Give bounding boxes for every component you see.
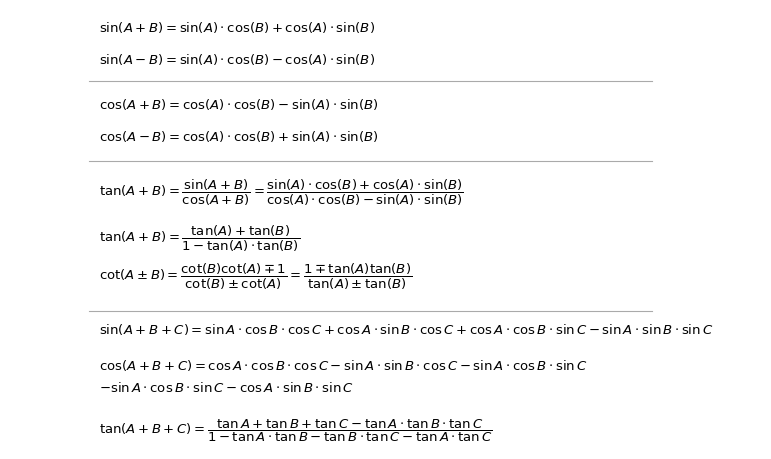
Text: $\tan(A+B) = \dfrac{\sin(A+B)}{\cos(A+B)} = \dfrac{\sin(A)\cdot\cos(B)+\cos(A)\c: $\tan(A+B) = \dfrac{\sin(A+B)}{\cos(A+B)… xyxy=(99,178,463,208)
Text: $\cos(A+B) = \cos(A)\cdot\cos(B)-\sin(A)\cdot\sin(B)$: $\cos(A+B) = \cos(A)\cdot\cos(B)-\sin(A)… xyxy=(99,97,378,112)
Text: $\cot(A\pm B) = \dfrac{\cot(B)\cot(A)\mp 1}{\cot(B)\pm\cot(A)} = \dfrac{1\mp\tan: $\cot(A\pm B) = \dfrac{\cot(B)\cot(A)\mp… xyxy=(99,262,412,292)
Text: $\cos(A+B+C) = \cos A\cdot\cos B\cdot\cos C-\sin A\cdot\sin B\cdot\cos C-\sin A\: $\cos(A+B+C) = \cos A\cdot\cos B\cdot\co… xyxy=(99,358,588,373)
Text: $\sin(A+B+C) = \sin A\cdot\cos B\cdot\cos C+\cos A\cdot\sin B\cdot\cos C+\cos A\: $\sin(A+B+C) = \sin A\cdot\cos B\cdot\co… xyxy=(99,322,713,337)
Text: $-\sin A\cdot\cos B\cdot\sin C-\cos A\cdot\sin B\cdot\sin C$: $-\sin A\cdot\cos B\cdot\sin C-\cos A\cd… xyxy=(99,381,354,395)
Text: $\cos(A-B) = \cos(A)\cdot\cos(B)+\sin(A)\cdot\sin(B)$: $\cos(A-B) = \cos(A)\cdot\cos(B)+\sin(A)… xyxy=(99,129,378,144)
Text: $\tan(A+B) = \dfrac{\tan(A)+\tan(B)}{1-\tan(A)\cdot\tan(B)}$: $\tan(A+B) = \dfrac{\tan(A)+\tan(B)}{1-\… xyxy=(99,224,300,254)
Text: $\sin(A+B) = \sin(A)\cdot\cos(B)+\cos(A)\cdot\sin(B)$: $\sin(A+B) = \sin(A)\cdot\cos(B)+\cos(A)… xyxy=(99,20,375,35)
Text: $\sin(A-B) = \sin(A)\cdot\cos(B)-\cos(A)\cdot\sin(B)$: $\sin(A-B) = \sin(A)\cdot\cos(B)-\cos(A)… xyxy=(99,52,375,67)
Text: $\tan(A+B+C) = \dfrac{\tan A+\tan B+\tan C-\tan A\cdot\tan B\cdot\tan C}{1-\tan : $\tan(A+B+C) = \dfrac{\tan A+\tan B+\tan… xyxy=(99,418,493,444)
